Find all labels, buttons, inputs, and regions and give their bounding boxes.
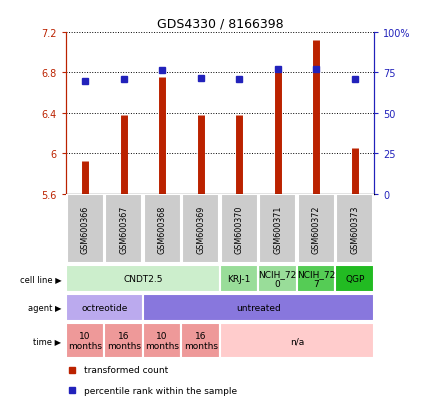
Bar bbox=[297, 266, 335, 292]
Title: GDS4330 / 8166398: GDS4330 / 8166398 bbox=[157, 17, 283, 31]
Bar bbox=[258, 266, 297, 292]
Bar bbox=[105, 324, 143, 358]
Bar bbox=[67, 195, 104, 263]
Text: GSM600366: GSM600366 bbox=[81, 205, 90, 253]
Text: GSM600370: GSM600370 bbox=[235, 205, 244, 253]
Bar bbox=[182, 195, 219, 263]
Text: time ▶: time ▶ bbox=[34, 336, 62, 345]
Text: 10
months: 10 months bbox=[145, 331, 179, 350]
Bar bbox=[144, 195, 181, 263]
Text: KRJ-1: KRJ-1 bbox=[227, 274, 251, 283]
Text: GSM600368: GSM600368 bbox=[158, 205, 167, 253]
Bar bbox=[220, 324, 374, 358]
Text: agent ▶: agent ▶ bbox=[28, 303, 62, 312]
Text: transformed count: transformed count bbox=[84, 365, 169, 374]
Bar bbox=[66, 324, 105, 358]
Bar bbox=[220, 266, 258, 292]
Bar bbox=[143, 324, 181, 358]
Text: GSM600371: GSM600371 bbox=[273, 205, 282, 253]
Bar bbox=[336, 195, 373, 263]
Text: untreated: untreated bbox=[236, 303, 281, 312]
Text: GSM600373: GSM600373 bbox=[350, 205, 359, 253]
Bar bbox=[221, 195, 258, 263]
Text: cell line ▶: cell line ▶ bbox=[20, 274, 62, 283]
Bar bbox=[143, 294, 374, 321]
Text: GSM600367: GSM600367 bbox=[119, 205, 128, 253]
Bar bbox=[105, 195, 142, 263]
Bar bbox=[181, 324, 220, 358]
Text: GSM600369: GSM600369 bbox=[196, 205, 205, 253]
Bar bbox=[335, 266, 374, 292]
Text: NCIH_72
7: NCIH_72 7 bbox=[297, 269, 335, 288]
Bar bbox=[298, 195, 335, 263]
Text: GSM600372: GSM600372 bbox=[312, 205, 321, 254]
Text: 16
months: 16 months bbox=[107, 331, 141, 350]
Text: QGP: QGP bbox=[345, 274, 364, 283]
Text: 10
months: 10 months bbox=[68, 331, 102, 350]
Bar bbox=[66, 266, 220, 292]
Text: percentile rank within the sample: percentile rank within the sample bbox=[84, 386, 238, 395]
Text: 16
months: 16 months bbox=[184, 331, 218, 350]
Text: octreotide: octreotide bbox=[81, 303, 128, 312]
Text: n/a: n/a bbox=[290, 336, 304, 345]
Text: CNDT2.5: CNDT2.5 bbox=[123, 274, 163, 283]
Bar bbox=[259, 195, 296, 263]
Bar bbox=[66, 294, 143, 321]
Text: NCIH_72
0: NCIH_72 0 bbox=[258, 269, 297, 288]
